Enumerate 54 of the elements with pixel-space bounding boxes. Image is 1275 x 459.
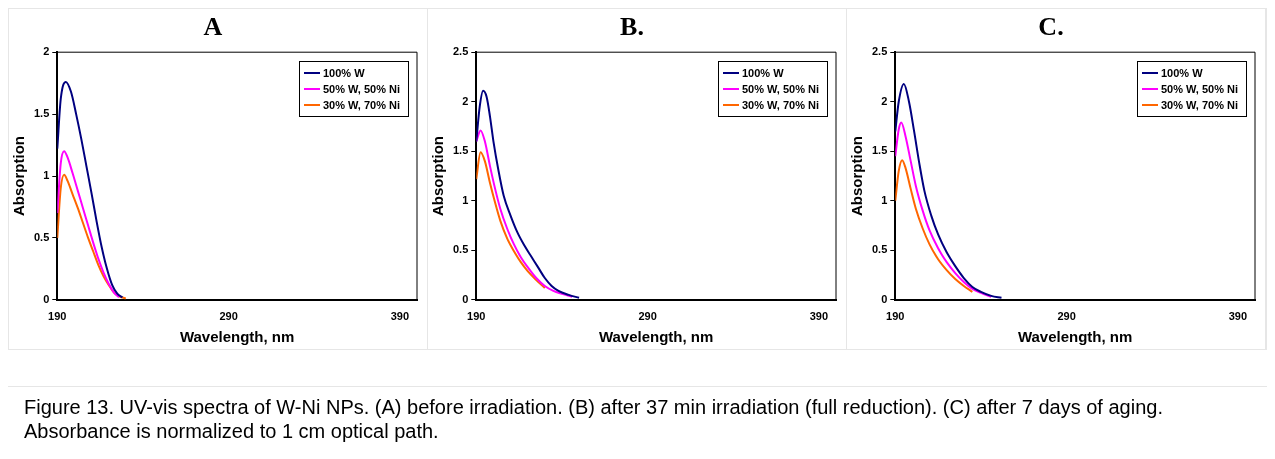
- line-series: [57, 150, 120, 299]
- legend-label: 30% W, 70% Ni: [1160, 98, 1238, 113]
- y-axis-title: Absorption: [10, 136, 28, 216]
- y-tick-label: 1.5: [452, 144, 469, 157]
- y-tick-label: 1.5: [871, 144, 888, 157]
- x-tick-label: 390: [1228, 310, 1248, 323]
- x-axis-title: Wavelength, nm: [1017, 328, 1133, 346]
- line-series: [57, 80, 124, 299]
- y-tick-label: 0: [43, 292, 50, 305]
- y-tick-label: 1: [462, 193, 469, 206]
- chart-title: C.: [1038, 12, 1064, 42]
- legend-label: 50% W, 50% Ni: [322, 82, 400, 97]
- line-series: [57, 173, 127, 300]
- x-axis-title: Wavelength, nm: [598, 328, 714, 346]
- x-tick-label: 390: [809, 310, 829, 323]
- line-series: [895, 82, 1003, 299]
- line-series: [476, 151, 546, 289]
- y-tick-label: 1: [881, 193, 888, 206]
- y-tick-label: 2.5: [452, 45, 469, 58]
- y-tick-label: 2: [881, 94, 888, 107]
- legend-label: 50% W, 50% Ni: [1160, 82, 1238, 97]
- y-tick-label: 2.5: [871, 45, 888, 58]
- x-tick-label: 290: [638, 310, 657, 323]
- y-tick-label: 0: [881, 292, 888, 305]
- line-series: [895, 159, 974, 293]
- x-tick-label: 290: [219, 310, 238, 323]
- y-tick-label: 0: [462, 292, 469, 305]
- x-axis-title: Wavelength, nm: [179, 328, 295, 346]
- y-tick-label: 0.5: [33, 230, 50, 243]
- caption: Figure 13. UV-vis spectra of W-Ni NPs. (A) before irradiation. (B) after 37 min irradiation (full reduction). (C) after 7 days of aging. Absorbance is normalized to 1 cm optical path.: [23, 395, 1164, 443]
- chart-title: B.: [620, 12, 644, 42]
- y-tick-label: 0.5: [452, 243, 469, 256]
- x-tick-label: 290: [1057, 310, 1076, 323]
- legend-label: 100% W: [741, 66, 784, 81]
- x-tick-label: 190: [886, 310, 905, 323]
- line-series: [476, 89, 581, 299]
- y-tick-label: 1.5: [33, 107, 50, 120]
- legend-label: 100% W: [1160, 66, 1203, 81]
- y-tick-label: 1: [43, 169, 50, 182]
- line-series: [895, 121, 993, 298]
- y-tick-label: 0.5: [871, 243, 888, 256]
- y-axis-title: Absorption: [429, 136, 447, 216]
- x-tick-label: 390: [390, 310, 410, 323]
- legend-label: 100% W: [322, 66, 365, 81]
- legend-label: 50% W, 50% Ni: [741, 82, 819, 97]
- x-tick-label: 190: [48, 310, 67, 323]
- x-tick-label: 190: [467, 310, 486, 323]
- legend-label: 30% W, 70% Ni: [322, 98, 400, 113]
- y-tick-label: 2: [462, 94, 469, 107]
- chart-title: A: [203, 12, 223, 42]
- legend-label: 30% W, 70% Ni: [741, 98, 819, 113]
- y-tick-label: 2: [43, 45, 50, 58]
- y-axis-title: Absorption: [848, 136, 866, 216]
- line-series: [476, 129, 574, 298]
